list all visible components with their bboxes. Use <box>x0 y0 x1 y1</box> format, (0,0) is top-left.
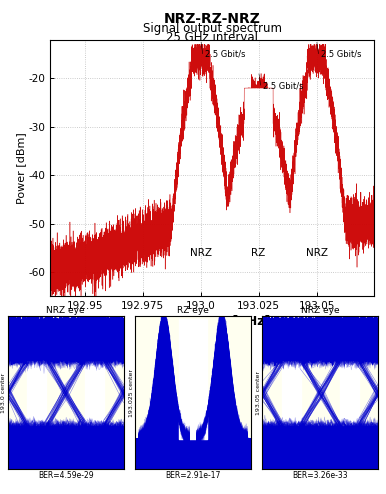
Y-axis label: Power [dBm]: Power [dBm] <box>16 132 25 204</box>
X-axis label: Frequency [THz]: Frequency [THz] <box>155 316 270 329</box>
Y-axis label: 193.025 center: 193.025 center <box>129 369 134 417</box>
Text: NRZ-RZ-NRZ: NRZ-RZ-NRZ <box>164 12 261 26</box>
Title: NRZ eye: NRZ eye <box>46 306 85 315</box>
Text: RZ: RZ <box>252 248 266 258</box>
Text: 2.5 Gbit/s: 2.5 Gbit/s <box>263 82 304 90</box>
X-axis label: BER=4.59e-29: BER=4.59e-29 <box>38 471 93 480</box>
Text: NRZ: NRZ <box>306 248 327 258</box>
Text: Signal output spectrum: Signal output spectrum <box>143 22 282 35</box>
Title: RZ eye: RZ eye <box>177 306 209 315</box>
Y-axis label: 193.0 center: 193.0 center <box>1 372 6 413</box>
Text: 2.5 Gbit/s: 2.5 Gbit/s <box>205 50 246 59</box>
Title: NRZ eye: NRZ eye <box>301 306 340 315</box>
Text: NRZ: NRZ <box>190 248 212 258</box>
X-axis label: BER=3.26e-33: BER=3.26e-33 <box>293 471 348 480</box>
X-axis label: BER=2.91e-17: BER=2.91e-17 <box>165 471 221 480</box>
Text: 2.5 Gbit/s: 2.5 Gbit/s <box>321 50 362 59</box>
Y-axis label: 193.05 center: 193.05 center <box>256 370 261 415</box>
Text: 25 GHz interval: 25 GHz interval <box>166 31 258 44</box>
